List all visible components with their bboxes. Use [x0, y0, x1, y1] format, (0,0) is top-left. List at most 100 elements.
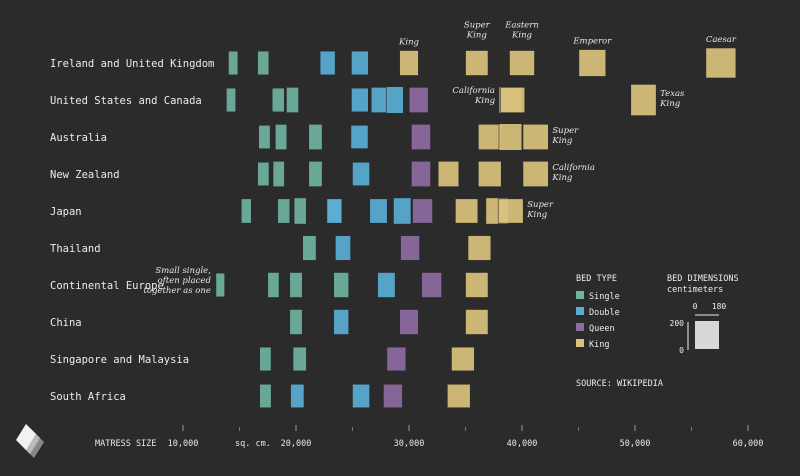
x-tick-label: 60,000	[733, 439, 764, 449]
bed-single: Single 70 × 190 cm	[215, 272, 225, 298]
bed-king: King 183 × 203 cm	[478, 124, 502, 150]
country-label: United States and Canada	[50, 95, 202, 107]
country-label: Thailand	[50, 243, 101, 255]
x-tick-label: 10,000	[168, 439, 199, 449]
bed-single: Single 120 × 200 cm	[333, 272, 350, 298]
row-singapore-and-malaysia: Singapore and Malaysia Single 91 × 190 cm…	[50, 346, 475, 372]
source-note: SOURCE: WIKIPEDIA	[576, 379, 663, 389]
bed-king: King 183 × 190 cm	[451, 346, 475, 372]
legend-title: BED TYPE	[576, 274, 617, 284]
bed-single: Single 97 × 210 cm	[293, 197, 307, 225]
bed-annotation: Small single, often placed together as one	[143, 266, 211, 296]
country-label: Australia	[50, 132, 107, 144]
bed-king: King 183 × 188 cm	[447, 383, 471, 409]
bed-single: Single 75 × 190 cm	[226, 87, 237, 113]
bed-double: Double 140 × 200 cm	[377, 272, 396, 298]
bed-annotation: Emperor	[572, 37, 612, 47]
bed-double: Double 107 × 188 cm	[290, 383, 305, 409]
bed-single: Single 97 × 195 cm	[277, 198, 291, 224]
bed-king: King 183 × 213 cm	[498, 123, 523, 151]
x-tick-label: 30,000	[394, 439, 425, 449]
bed-king: King 150 × 200 cm	[399, 50, 419, 76]
bed-king: King 180 × 195 cm	[455, 198, 479, 224]
legend-label: King	[589, 340, 609, 350]
bed-single: Single 97 × 203 cm	[286, 87, 299, 113]
legend-swatch	[576, 291, 584, 299]
bed-annotation: Super King	[551, 126, 579, 146]
bed-single: Single 91 × 188 cm	[257, 161, 270, 187]
bed-double: Double 137 × 188 cm	[352, 383, 370, 409]
country-label: Japan	[50, 206, 82, 218]
bed-king: King 240 × 240 cm	[705, 47, 737, 79]
bed-single: Single 91 × 190 cm	[259, 346, 272, 372]
bed-queen: Queen 160 × 200 cm	[421, 272, 442, 298]
bed-king: King 203 × 203 cm	[522, 124, 549, 150]
bed-double: Double 137 × 187 cm	[350, 125, 369, 149]
bed-double: Double 120 × 190 cm	[319, 50, 336, 76]
bed-single: Single 107 × 198 cm	[302, 235, 317, 261]
dims-legend-bed	[695, 321, 719, 349]
bed-annotation: King	[398, 38, 420, 48]
bed-single: Single 92 × 188 cm	[259, 383, 272, 409]
row-new-zealand: New Zealand Single 91 × 188 cmSingle 91 ×…	[50, 161, 595, 187]
bed-king: King 203 × 203 cm	[522, 161, 549, 187]
bed-single: Single 92 × 187 cm	[258, 125, 271, 149]
bed-double: Double 120 × 195 cm	[326, 198, 343, 224]
bed-king: King 165 × 203 cm	[437, 161, 460, 187]
bed-queen: Queen 160 × 195 cm	[412, 198, 433, 224]
country-label: Ireland and United Kingdom	[50, 58, 214, 70]
bed-queen: Queen 153 × 203 cm	[411, 161, 431, 187]
x-axis-unit: sq. cm.	[235, 439, 271, 449]
bed-single: Single 76 × 190 cm	[228, 50, 239, 76]
bed-double: Double 135 × 190 cm	[351, 87, 369, 113]
x-tick-label: 20,000	[281, 439, 312, 449]
legend-label: Queen	[589, 324, 615, 334]
row-thailand: Thailand Single 107 × 198 cm Double 122 × …	[50, 235, 492, 261]
bed-single: Single 107 × 203 cm	[308, 161, 323, 187]
legend-swatch	[576, 339, 584, 347]
x-axis-title: MATRESS SIZE	[95, 439, 156, 449]
row-ireland-and-united-kingdom: Ireland and United Kingdom Single 76 × 19…	[50, 21, 737, 79]
row-united-states-and-canada: United States and Canada Single 75 × 190 …	[50, 84, 685, 116]
country-label: Singapore and Malaysia	[50, 354, 189, 366]
bed-queen: Queen 152 × 188 cm	[383, 383, 403, 409]
bed-double: Double 120 × 200 cm	[333, 309, 350, 335]
bed-king: King 200 × 195 cm	[497, 198, 524, 224]
dims-width-label: 0	[693, 302, 698, 311]
bed-annotation: California King	[452, 86, 495, 106]
legend-swatch	[576, 323, 584, 331]
country-label: New Zealand	[50, 169, 120, 181]
dims-height-label: 200	[670, 319, 685, 328]
bed-single: Single 107 × 203 cm	[308, 124, 323, 150]
bed-single: Single 90 × 190 cm	[257, 50, 270, 76]
bed-king: King 215 × 215 cm	[578, 49, 607, 77]
legend-label: Single	[589, 292, 620, 302]
bed-single: Single 80 × 195 cm	[240, 198, 252, 224]
bed-king: King 203 × 250 cm	[630, 84, 657, 116]
bed-queen: Queen 152 × 190 cm	[386, 346, 407, 372]
country-label: South Africa	[50, 391, 126, 403]
bed-single: Single 100 × 200 cm	[289, 272, 303, 298]
bed-single: Single 107 × 190 cm	[292, 346, 307, 372]
bed-single: Single 97 × 190 cm	[271, 87, 285, 113]
bed-single: Single 92 × 203 cm	[274, 124, 288, 150]
bed-double: Double 140 × 195 cm	[369, 198, 388, 224]
bed-single: Single 91 × 203 cm	[272, 161, 285, 187]
bed-single: Single 100 × 200 cm	[289, 309, 303, 335]
bed-annotation: Super King	[464, 21, 491, 41]
bed-annotation: Super King	[526, 200, 554, 220]
country-label: China	[50, 317, 82, 329]
dims-legend-title: BED DIMENSIONS	[667, 274, 739, 284]
bed-queen: Queen 153 × 203 cm	[411, 124, 431, 150]
bed-double: Double 140 × 210 cm	[393, 197, 412, 225]
x-tick-label: 50,000	[620, 439, 651, 449]
bed-king: King 200 × 200 cm	[509, 50, 535, 76]
bed-king: King 180 × 200 cm	[465, 272, 489, 298]
row-china: China Single 100 × 200 cm Double 120 × 200…	[50, 309, 489, 335]
row-continental-europe: Continental Europe Single 70 × 190 cm Smal…	[50, 266, 489, 298]
bed-double: Double 135 × 213 cm	[386, 86, 404, 114]
legend-swatch	[576, 307, 584, 315]
bed-queen: Queen 152 × 198 cm	[400, 235, 420, 261]
x-tick-label: 40,000	[507, 439, 538, 449]
